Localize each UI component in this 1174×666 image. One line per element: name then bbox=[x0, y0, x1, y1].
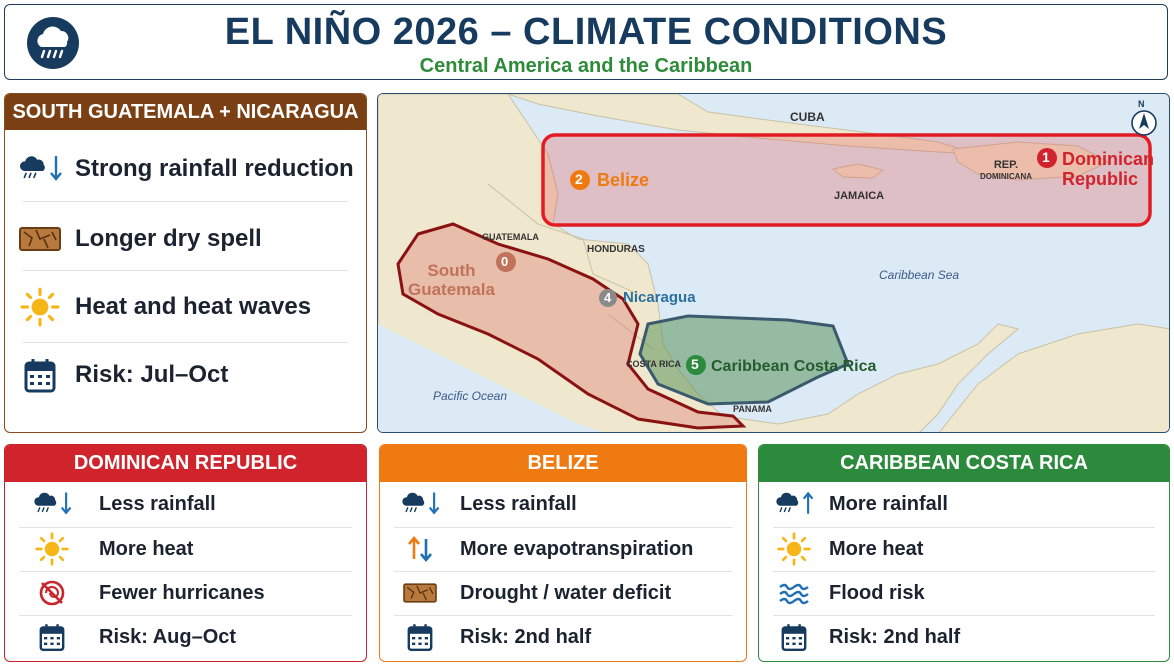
list-item: More heat bbox=[5, 532, 366, 566]
belize-panel: BELIZE Less rainfall More evapotranspira… bbox=[379, 444, 747, 662]
panel-title: DOMINICAN REPUBLIC bbox=[5, 445, 366, 482]
calendar-icon bbox=[5, 621, 99, 653]
list-item: Risk: Jul–Oct bbox=[5, 352, 366, 398]
list-item: Risk: 2nd half bbox=[380, 620, 746, 654]
list-item: Risk: 2nd half bbox=[759, 620, 1169, 654]
divider bbox=[23, 270, 348, 271]
land-jamaica bbox=[831, 163, 885, 179]
highlight-south-guatemala bbox=[396, 222, 747, 430]
label-guatemala: GUATEMALA bbox=[482, 232, 539, 242]
panel-title: SOUTH GUATEMALA + NICARAGUA bbox=[5, 94, 366, 130]
sun-icon bbox=[5, 531, 99, 567]
divider bbox=[19, 527, 352, 528]
list-item: Less rainfall bbox=[5, 487, 366, 521]
marker-0-number: 0 bbox=[501, 254, 509, 269]
page-subtitle: Central America and the Caribbean bbox=[419, 55, 753, 77]
marker-1 bbox=[1037, 148, 1057, 168]
label-north: N bbox=[1138, 99, 1145, 109]
evapotranspiration-icon bbox=[380, 535, 460, 563]
label-caribbean-sea: Caribbean Sea bbox=[879, 268, 960, 282]
dry-soil-icon bbox=[380, 581, 460, 605]
sun-icon bbox=[759, 531, 829, 567]
page-title: EL NIÑO 2026 – CLIMATE CONDITIONS bbox=[224, 11, 948, 53]
list-item: More heat bbox=[759, 532, 1169, 566]
panel-title: CARIBBEAN COSTA RICA bbox=[759, 445, 1169, 482]
caribbean-costa-rica-panel: CARIBBEAN COSTA RICA More rainfall More … bbox=[758, 444, 1170, 662]
marker-0-label: South Guatemala bbox=[408, 261, 495, 299]
divider bbox=[773, 615, 1155, 616]
divider bbox=[394, 571, 732, 572]
header-banner: EL NIÑO 2026 – CLIMATE CONDITIONS Centra… bbox=[4, 4, 1168, 80]
divider bbox=[23, 201, 348, 202]
label-pacific-ocean: Pacific Ocean bbox=[433, 389, 508, 403]
marker-0 bbox=[496, 252, 516, 272]
calendar-icon bbox=[759, 621, 829, 653]
marker-2-label: Belize bbox=[597, 170, 650, 190]
list-item: Risk: Aug–Oct bbox=[5, 620, 366, 654]
land-south-america bbox=[938, 323, 1169, 432]
water-pacific bbox=[378, 324, 602, 432]
calendar-icon bbox=[380, 621, 460, 653]
divider bbox=[19, 571, 352, 572]
marker-1-number: 1 bbox=[1042, 149, 1050, 165]
marker-5-label: Caribbean Costa Rica bbox=[711, 358, 877, 375]
label-costa-rica: COSTA RICA bbox=[626, 359, 681, 369]
marker-2-number: 2 bbox=[575, 171, 583, 187]
region-map: CUBA N JAMAICA REP. DOMINICANA 1 Dominic… bbox=[377, 93, 1170, 433]
calendar-icon bbox=[5, 355, 75, 395]
panel-title: BELIZE bbox=[380, 445, 746, 482]
divider bbox=[394, 615, 732, 616]
list-item: Flood risk bbox=[759, 576, 1169, 610]
highlight-caribbean-band bbox=[541, 133, 1152, 227]
divider bbox=[394, 527, 732, 528]
list-item: More rainfall bbox=[759, 487, 1169, 521]
rain-down-icon bbox=[5, 152, 75, 186]
list-item: Strong rainfall reduction bbox=[5, 146, 366, 192]
list-item: Fewer hurricanes bbox=[5, 576, 366, 610]
sun-icon bbox=[5, 286, 75, 328]
label-cuba: CUBA bbox=[790, 110, 825, 124]
no-hurricane-icon bbox=[5, 578, 99, 608]
south-guatemala-panel: SOUTH GUATEMALA + NICARAGUA Strong rainf… bbox=[4, 93, 367, 433]
label-rep-dom: REP. DOMINICANA bbox=[980, 159, 1032, 181]
list-item: Longer dry spell bbox=[5, 216, 366, 262]
divider bbox=[773, 527, 1155, 528]
flood-waves-icon bbox=[759, 581, 829, 605]
north-arrow-icon bbox=[1131, 110, 1157, 136]
list-item: Heat and heat waves bbox=[5, 284, 366, 330]
dry-soil-icon bbox=[5, 224, 75, 254]
list-item: More evapotranspiration bbox=[380, 532, 746, 566]
label-jamaica: JAMAICA bbox=[834, 190, 885, 202]
label-honduras: HONDURAS bbox=[587, 244, 645, 255]
marker-4-number: 4 bbox=[604, 290, 612, 305]
label-panama: PANAMA bbox=[733, 404, 772, 414]
divider bbox=[19, 615, 352, 616]
marker-2 bbox=[570, 170, 590, 190]
highlight-caribbean-costa-rica bbox=[638, 314, 850, 406]
marker-4-label: Nicaragua bbox=[623, 289, 696, 306]
rain-cloud-icon bbox=[27, 17, 79, 69]
rain-down-icon bbox=[5, 489, 99, 519]
land-hispaniola bbox=[952, 141, 1110, 181]
marker-5-number: 5 bbox=[691, 356, 699, 372]
list-item: Drought / water deficit bbox=[380, 576, 746, 610]
dominican-republic-panel: DOMINICAN REPUBLIC Less rainfall More he… bbox=[4, 444, 367, 662]
marker-4 bbox=[599, 289, 617, 307]
divider bbox=[23, 342, 348, 343]
rain-up-icon bbox=[759, 489, 829, 519]
marker-1-label: Dominican Republic bbox=[1062, 149, 1155, 189]
list-item: Less rainfall bbox=[380, 487, 746, 521]
rain-down-icon bbox=[380, 489, 460, 519]
divider bbox=[773, 571, 1155, 572]
marker-5 bbox=[686, 355, 706, 375]
land-central-america bbox=[378, 94, 1020, 432]
